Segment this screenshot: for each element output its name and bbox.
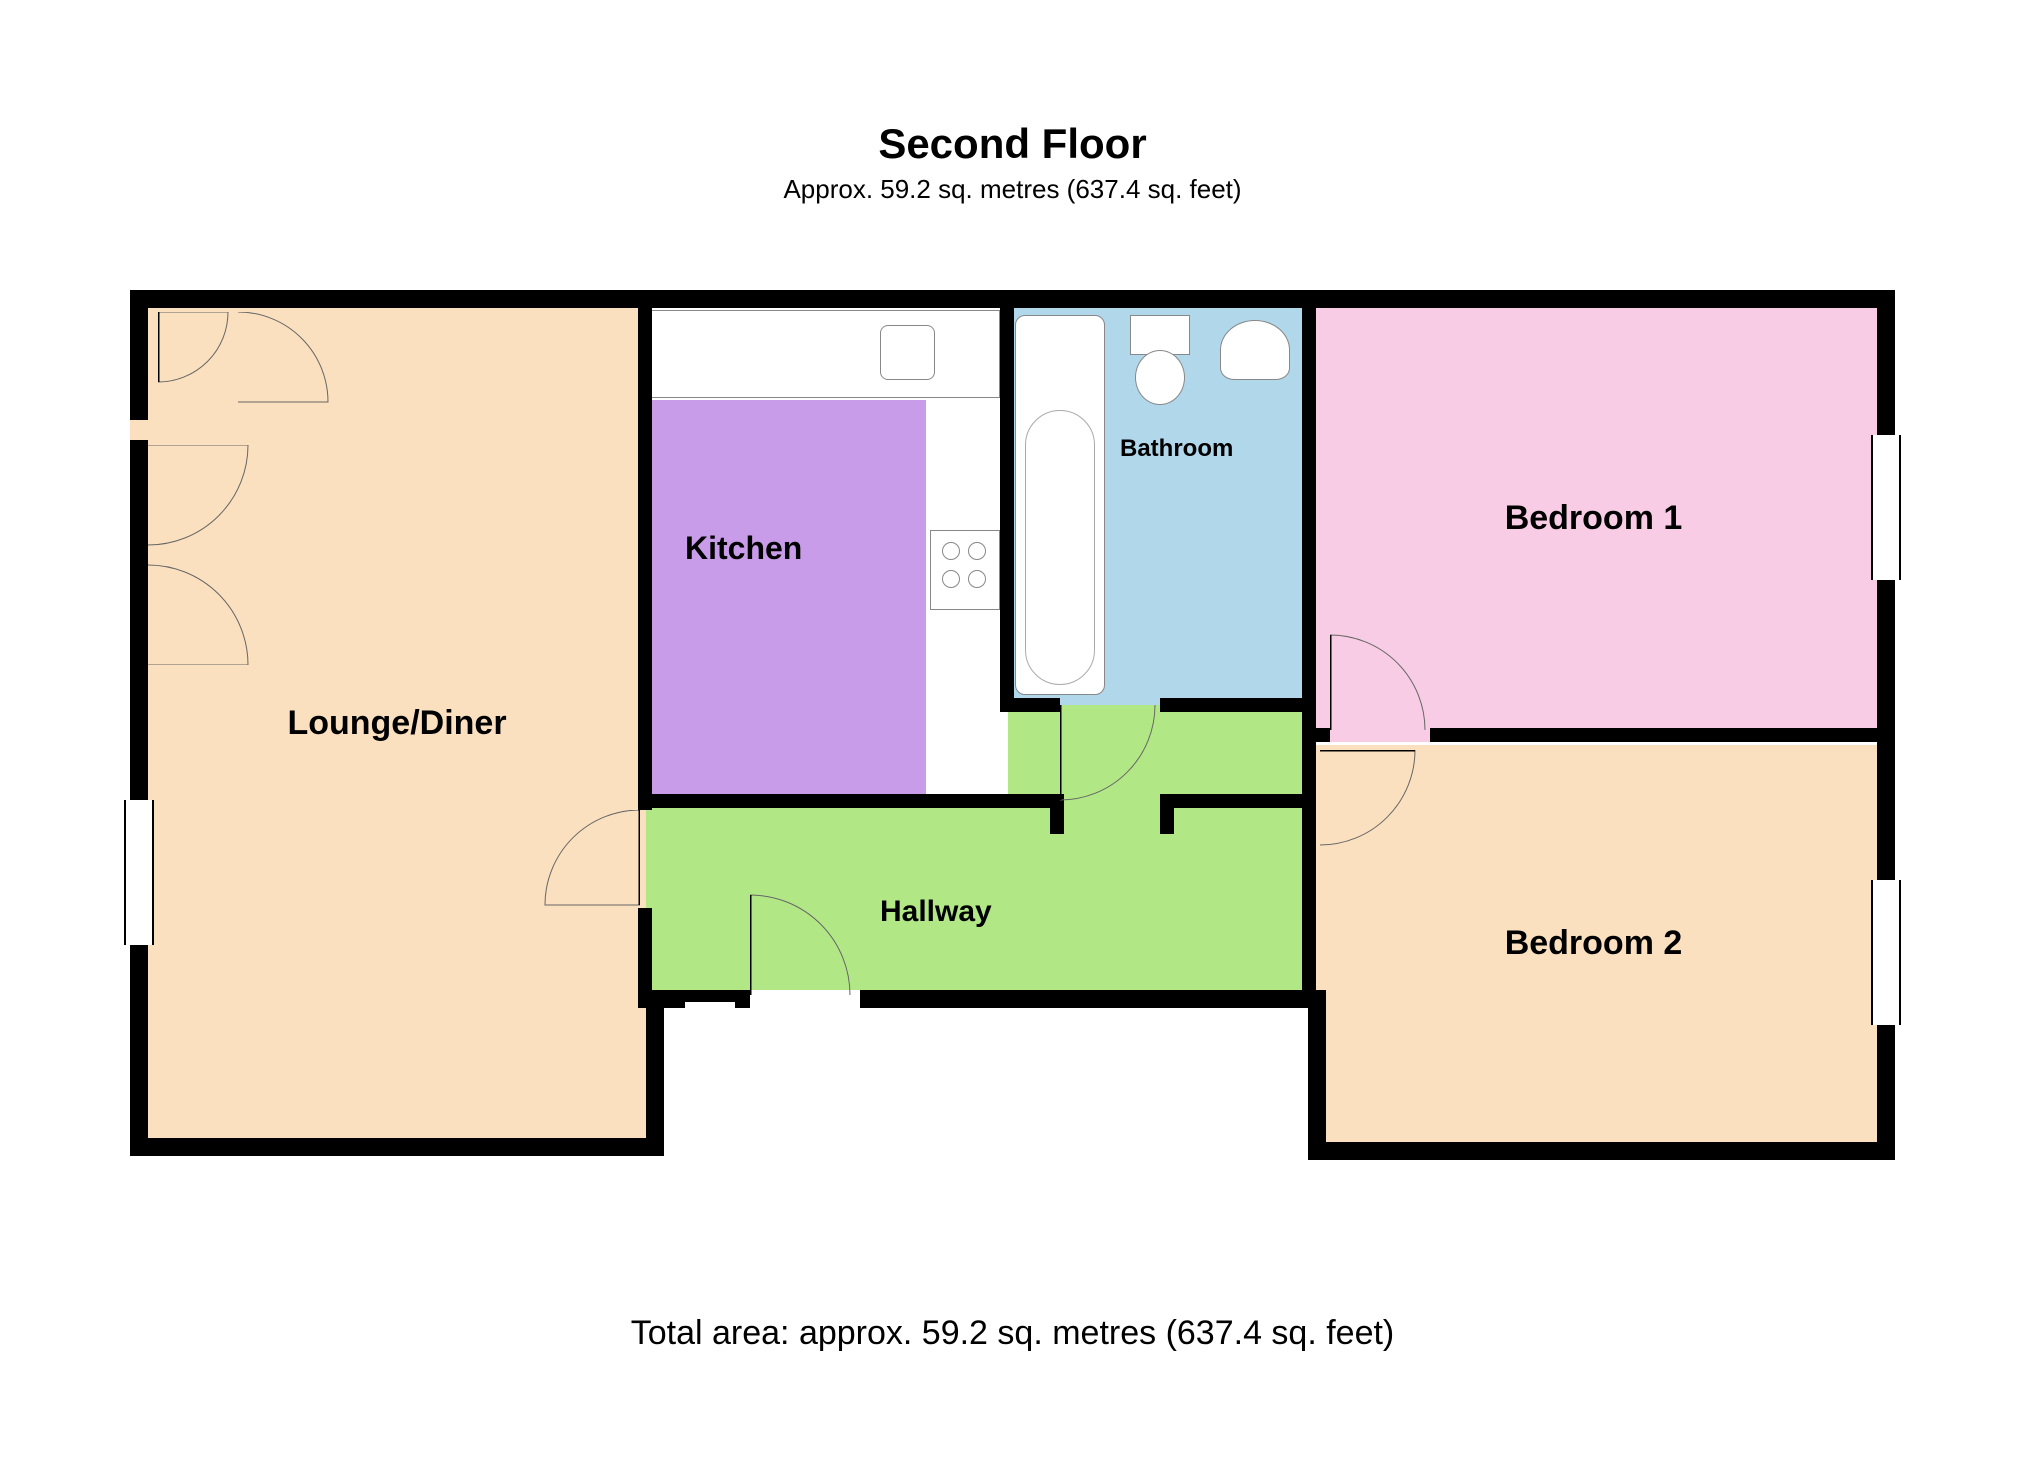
toilet-bowl-icon [1135, 350, 1185, 405]
kitchen-sink [880, 325, 935, 380]
wall [1302, 728, 1316, 1008]
door-arc-icon [148, 445, 258, 665]
hallway-label: Hallway [880, 895, 992, 929]
wall [1160, 794, 1316, 808]
door-arc-icon [158, 312, 238, 392]
door-arc-icon [1060, 705, 1160, 805]
hob-burner-icon [942, 570, 960, 588]
hob-burner-icon [968, 570, 986, 588]
total-area-footer: Total area: approx. 59.2 sq. metres (637… [0, 1314, 2025, 1353]
door-arc-icon [238, 312, 338, 412]
bedroom1-label: Bedroom 1 [1505, 499, 1683, 538]
kitchen-worktop [650, 310, 1000, 398]
door-arc-icon [540, 810, 640, 910]
lounge-label: Lounge/Diner [287, 704, 506, 743]
floorplan-diagram: Lounge/Diner Kitchen Bathroom Bedroom 1 … [130, 290, 1895, 1160]
bathroom-label: Bathroom [1120, 435, 1233, 463]
hob-burner-icon [942, 542, 960, 560]
window-icon [124, 800, 154, 945]
door-arc-icon [1330, 630, 1430, 730]
window-icon [1871, 880, 1901, 1025]
wall [646, 990, 664, 1156]
wall [638, 290, 652, 810]
wall [1302, 290, 1316, 735]
wall [1877, 290, 1895, 1160]
room-kitchen [646, 400, 926, 802]
bathtub-inner-icon [1025, 410, 1095, 685]
toilet-icon [1130, 315, 1190, 355]
floor-subtitle: Approx. 59.2 sq. metres (637.4 sq. feet) [0, 174, 2025, 205]
room-lounge-diner: Lounge/Diner [148, 308, 646, 1138]
wall [646, 990, 1326, 1008]
wall [638, 794, 1014, 808]
floor-title: Second Floor [0, 120, 2025, 168]
kitchen-label: Kitchen [685, 530, 802, 567]
wall [1160, 698, 1316, 712]
footer-text: Total area: approx. 59.2 sq. metres (637… [631, 1314, 1395, 1352]
hob-burner-icon [968, 542, 986, 560]
wall [1308, 990, 1326, 1160]
window-opening [130, 420, 148, 440]
wall [1000, 698, 1060, 712]
kitchen-hob [930, 530, 1000, 610]
window-icon [685, 1002, 735, 1016]
basin-icon [1220, 320, 1290, 380]
wall [1008, 794, 1064, 808]
window-icon [1871, 435, 1901, 580]
bedroom2-label: Bedroom 2 [1505, 924, 1683, 963]
wall [638, 908, 652, 1008]
floorplan-header: Second Floor Approx. 59.2 sq. metres (63… [0, 120, 2025, 205]
wall [1308, 1142, 1895, 1160]
door-arc-icon [750, 890, 860, 1000]
wall [1000, 290, 1014, 710]
door-opening [1330, 728, 1430, 742]
wall [130, 1138, 664, 1156]
door-arc-icon [1320, 750, 1420, 850]
